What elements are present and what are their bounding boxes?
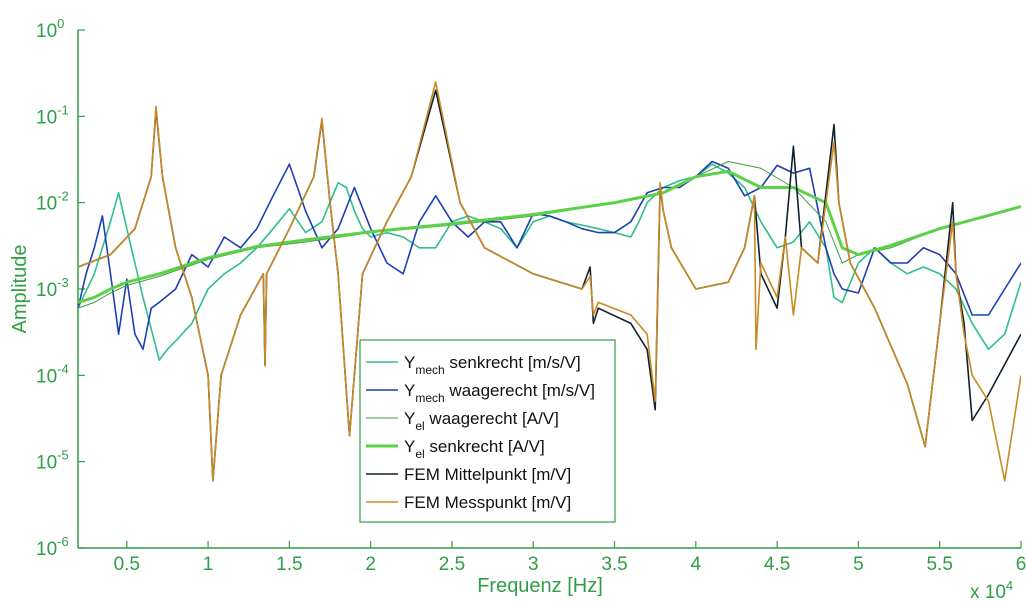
x-tick-label: 6	[1016, 554, 1026, 575]
legend-entry: Ymech waagerecht [m/s/V]	[404, 381, 595, 405]
legend-box	[359, 339, 616, 523]
x-tick-label: 4	[691, 554, 702, 575]
y-tick-label: 10-3	[36, 275, 69, 301]
y-tick-label: 10-6	[36, 534, 69, 560]
x-axis-multiplier: x 104	[970, 578, 1013, 602]
x-tick-label: 5.5	[926, 554, 952, 575]
y-tick-label: 10-1	[36, 102, 69, 128]
series-lines	[78, 81, 1021, 482]
x-tick-label: 0.5	[114, 554, 140, 575]
legend-entry: FEM Mittelpunkt [m/V]	[404, 465, 571, 484]
legend-entry: Yel waagerecht [A/V]	[404, 409, 559, 433]
legend: Ymech senkrecht [m/s/V] Ymech waagerecht …	[359, 339, 616, 523]
x-tick-label: 3.5	[601, 554, 627, 575]
y-axis-label: Amplitude	[9, 245, 31, 334]
axes: 0.5 1 1.5 2 2.5 3 3.5 4 4.5 5 5.5 6 100 10-1 10-2 10-3 1…	[36, 16, 1026, 575]
series-line-4	[78, 169, 1021, 304]
y-tick-label: 10-5	[36, 448, 69, 474]
x-tick-label: 2.5	[439, 554, 465, 575]
y-tick-label: 100	[36, 16, 64, 42]
series-line-6	[78, 81, 1021, 482]
series-line-3	[78, 161, 1021, 309]
x-axis-label: Frequenz [Hz]	[477, 575, 603, 597]
x-tick-label: 1.5	[276, 554, 302, 575]
legend-entry: FEM Messpunkt [m/V]	[404, 493, 571, 512]
series-line-2	[78, 160, 1021, 351]
x-tick-label: 4.5	[764, 554, 790, 575]
legend-entry: Yel senkrecht [A/V]	[404, 437, 545, 461]
series-line-1	[78, 163, 1021, 361]
y-tick-label: 10-2	[36, 189, 69, 215]
legend-entry: Ymech senkrecht [m/s/V]	[404, 353, 581, 377]
x-tick-label: 2	[365, 554, 376, 575]
x-tick-label: 5	[853, 554, 864, 575]
x-tick-label: 1	[203, 554, 214, 575]
y-tick-label: 10-4	[36, 361, 69, 387]
x-tick-label: 3	[528, 554, 539, 575]
